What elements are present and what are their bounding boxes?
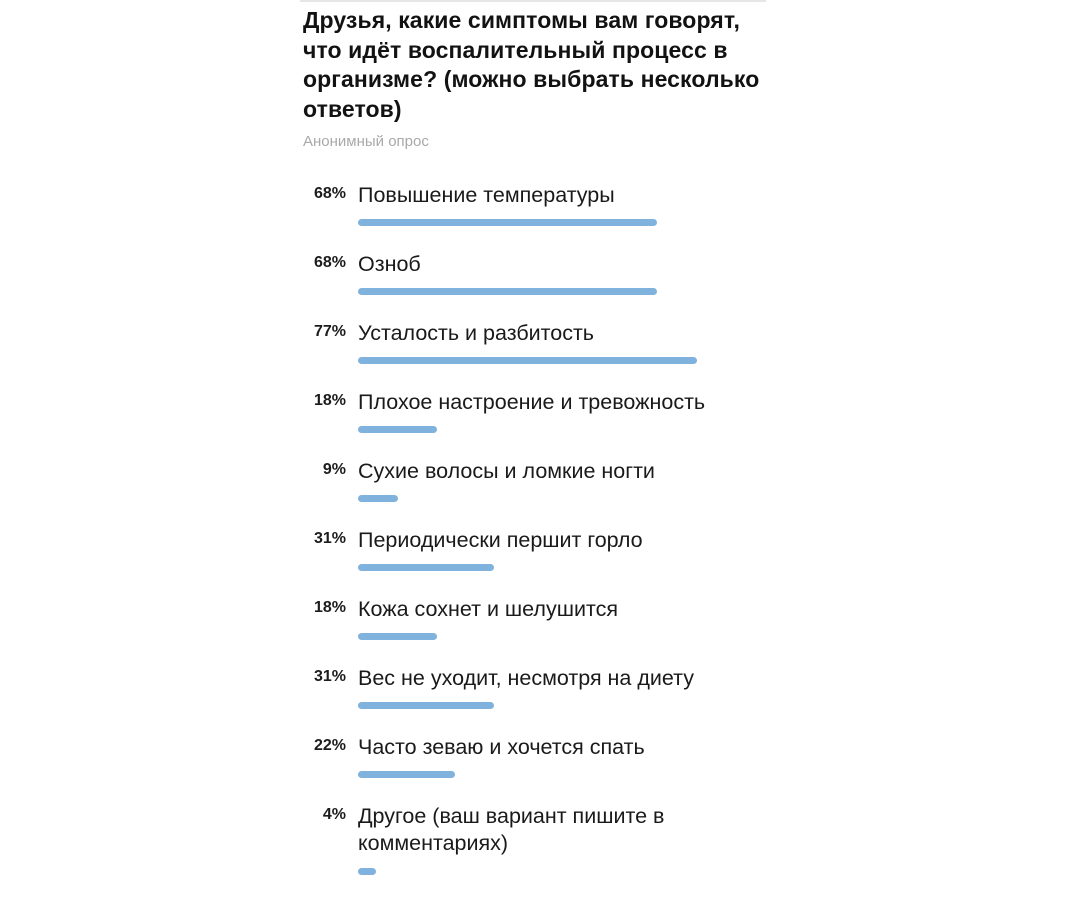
option-result-bar (358, 426, 437, 433)
option-percent: 18% (313, 599, 346, 616)
option-percent: 31% (313, 668, 346, 685)
option-percent: 22% (313, 737, 346, 754)
option-label: Повышение температуры (358, 183, 615, 207)
option-percent: 18% (313, 392, 346, 409)
option-percent: 4% (322, 806, 346, 823)
option-label: Другое (ваш вариант пишите в комментария… (358, 804, 665, 855)
option-result-bar (358, 868, 376, 875)
top-divider (300, 0, 766, 2)
option-result-bar (358, 357, 697, 364)
option-result-bar (358, 219, 657, 226)
option-label: Озноб (358, 252, 421, 276)
option-label: Плохое настроение и тревожность (358, 390, 706, 414)
option-percent: 68% (313, 254, 346, 271)
option-percent: 77% (313, 323, 346, 340)
option-percent: 31% (313, 530, 346, 547)
poll-type-label: Анонимный опрос (303, 133, 429, 150)
option-label: Усталость и разбитость (358, 321, 595, 345)
option-label: Кожа сохнет и шелушится (358, 597, 618, 621)
option-result-bar (358, 633, 437, 640)
option-result-bar (358, 702, 494, 709)
option-label: Периодически першит горло (358, 528, 643, 552)
option-label: Сухие волосы и ломкие ногти (358, 459, 655, 483)
option-percent: 9% (322, 461, 346, 478)
option-percent: 68% (313, 185, 346, 202)
option-result-bar (358, 288, 657, 295)
option-label: Вес не уходит, несмотря на диету (358, 666, 695, 690)
option-label: Часто зеваю и хочется спать (358, 735, 645, 759)
option-result-bar (358, 771, 455, 778)
option-result-bar (358, 495, 398, 502)
option-result-bar (358, 564, 494, 571)
poll-question: Друзья, какие симптомы вам говорят, что … (303, 7, 760, 122)
